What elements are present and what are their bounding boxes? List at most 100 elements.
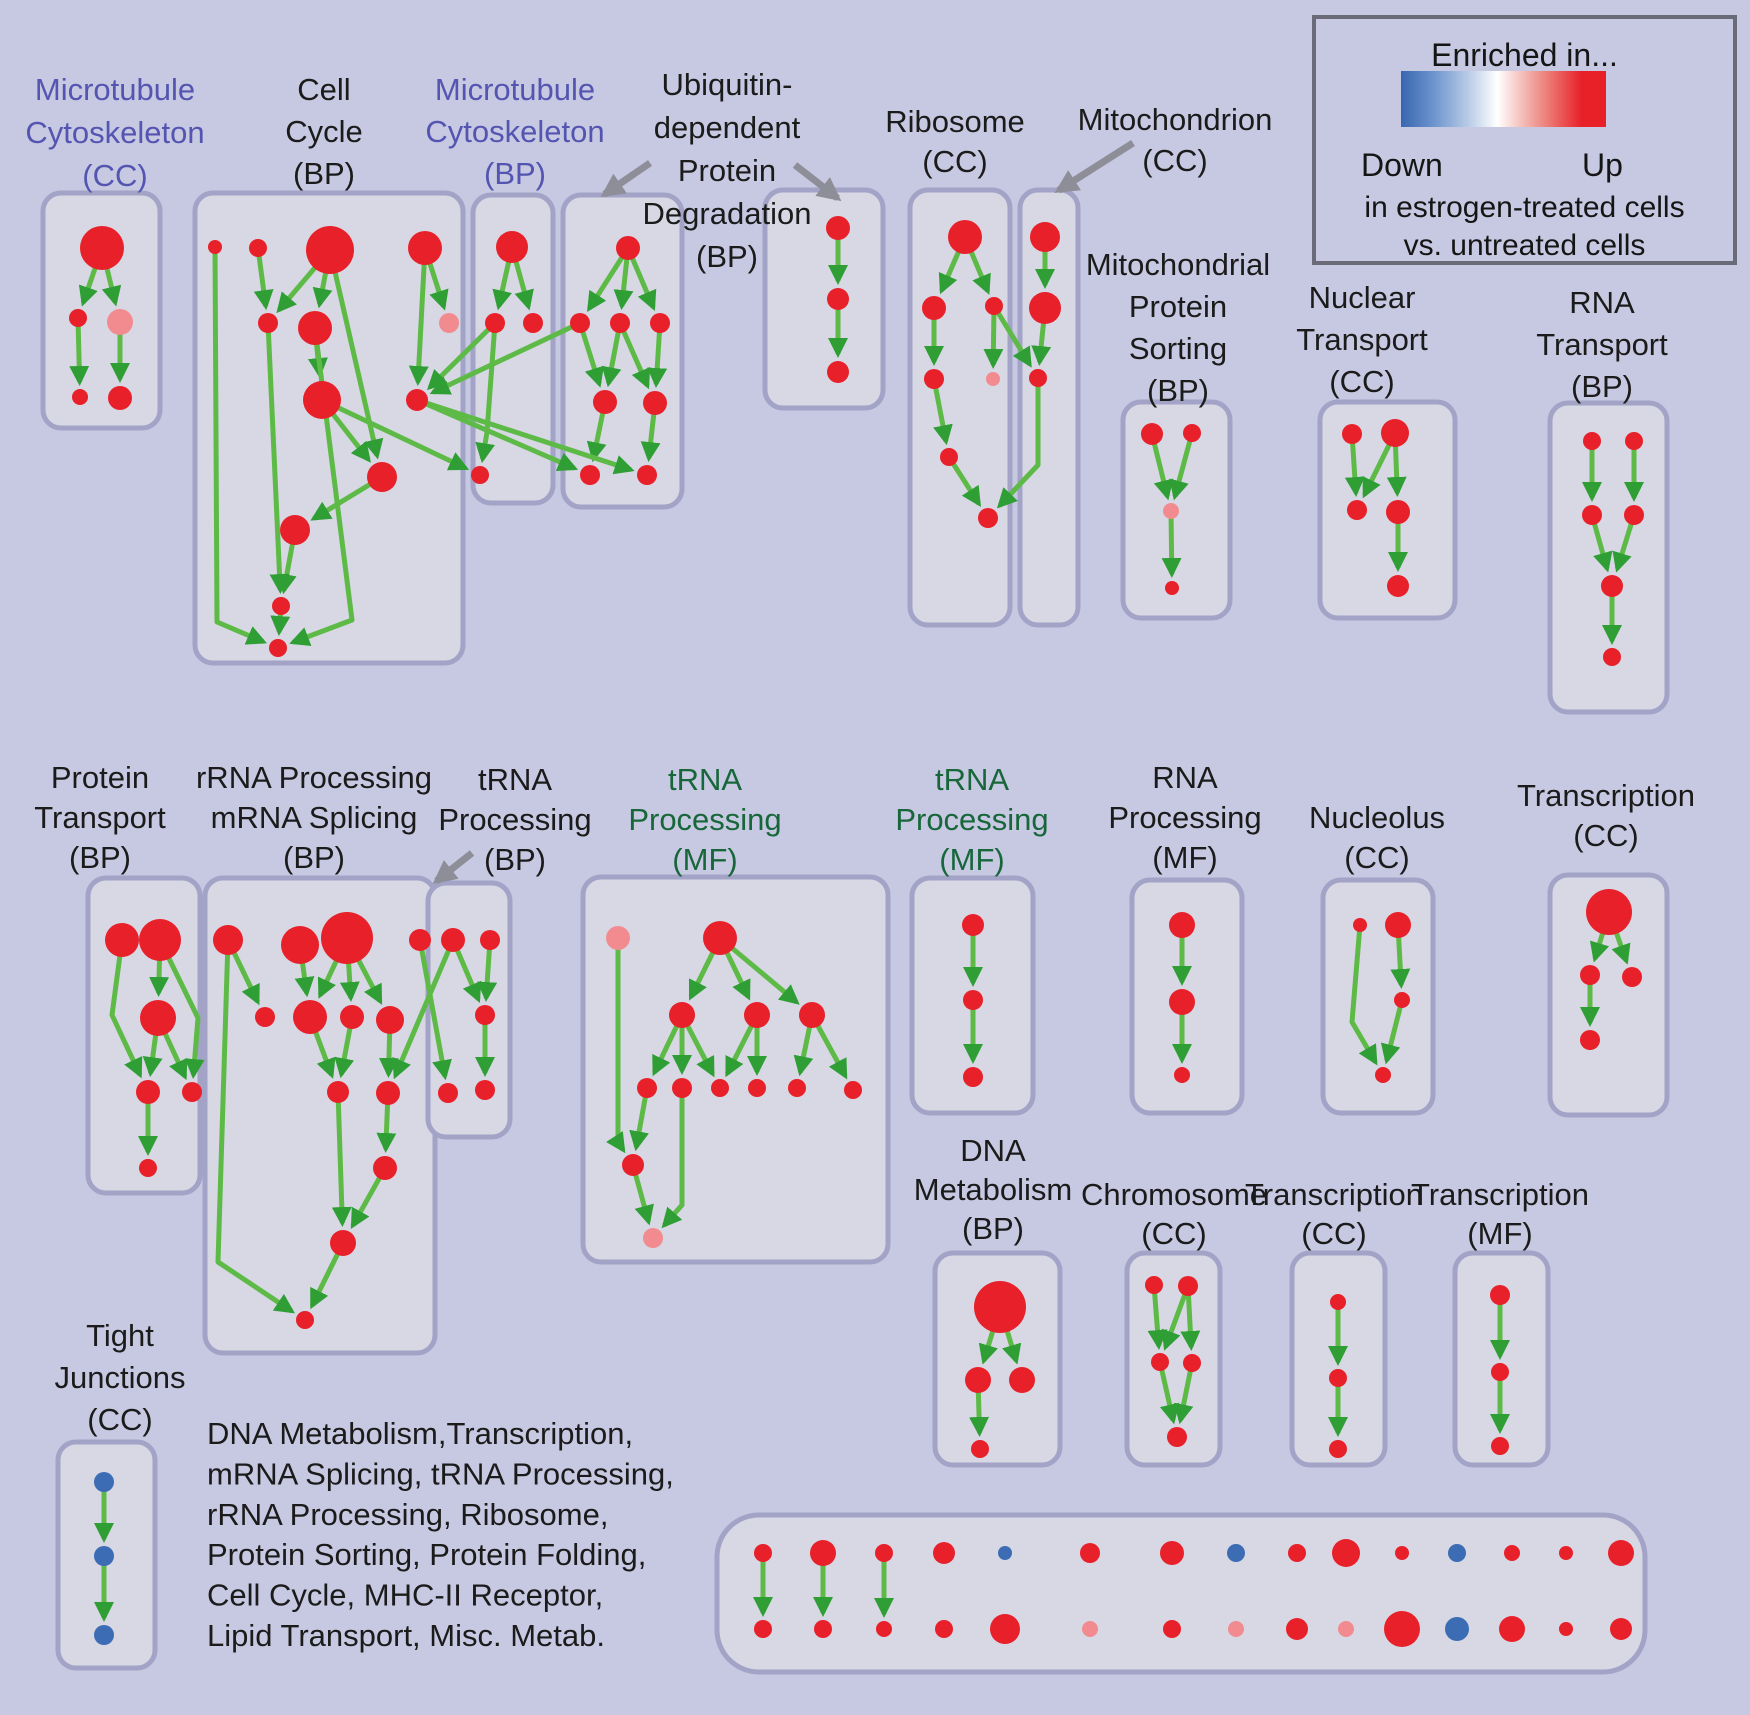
node — [1601, 575, 1623, 597]
node — [940, 448, 958, 466]
edge-arrow — [601, 322, 623, 388]
edge-arrow — [587, 246, 631, 313]
node — [985, 297, 1003, 315]
node — [1504, 1545, 1520, 1561]
node — [139, 1159, 157, 1177]
edge-arrow — [606, 938, 626, 1154]
node — [1227, 1544, 1245, 1562]
cluster-label-mitochondrion-cc: (CC) — [1142, 143, 1207, 178]
edge-arrow — [265, 322, 290, 595]
cluster-label-transcription-cc-bottom: Transcription — [1245, 1177, 1423, 1212]
edge-arrow — [109, 939, 143, 1079]
node — [788, 1079, 806, 1097]
node — [1288, 1544, 1306, 1562]
cluster-label-mito-protein-sorting: Sorting — [1129, 331, 1227, 366]
node — [643, 1228, 663, 1248]
node — [1183, 1354, 1201, 1372]
node — [107, 309, 133, 335]
node — [1622, 967, 1642, 987]
cluster-box-mitochondrion-cc — [1017, 187, 1081, 628]
node — [1183, 424, 1201, 442]
cluster-label-mitochondrion-cc: Mitochondrion — [1078, 102, 1273, 137]
node — [1610, 1618, 1632, 1640]
node — [72, 389, 88, 405]
node — [978, 508, 998, 528]
node — [140, 1000, 176, 1036]
node — [844, 1081, 862, 1099]
node — [922, 296, 946, 320]
cluster-label-microtubule-bp: Cytoskeleton — [425, 114, 604, 149]
node — [875, 1544, 893, 1562]
edge-arrow — [212, 246, 267, 645]
node — [108, 386, 132, 410]
node — [971, 1440, 989, 1458]
node — [962, 914, 984, 936]
edge-arrow — [1380, 999, 1405, 1065]
node — [754, 1544, 772, 1562]
annotation-arrow — [432, 850, 475, 885]
cluster-label-rrna-mrna: mRNA Splicing — [211, 800, 418, 835]
cluster-label-trna-bp: Processing — [438, 802, 591, 837]
cluster-label-microtubule-cc: Microtubule — [35, 72, 195, 107]
cluster-box-transcription-cc-mid — [1547, 872, 1670, 1118]
cluster-label-mito-protein-sorting: (BP) — [1147, 373, 1209, 408]
node — [826, 216, 850, 240]
node — [298, 311, 332, 345]
cluster-label-rna-processing-mf: (MF) — [1152, 840, 1217, 875]
node — [272, 597, 290, 615]
node — [1169, 912, 1195, 938]
node — [1329, 1440, 1347, 1458]
edge-arrow — [629, 1087, 650, 1152]
node — [94, 1472, 114, 1492]
edge-arrow — [215, 939, 296, 1314]
cluster-label-ubiquitin-bp-1: Ubiquitin- — [662, 67, 793, 102]
node — [974, 1281, 1026, 1333]
node — [1082, 1621, 1098, 1637]
node — [1165, 581, 1179, 595]
node — [1330, 1294, 1346, 1310]
cluster-label-nuclear-transport: (CC) — [1329, 364, 1394, 399]
legend-gradient-bar — [1401, 71, 1606, 127]
edge-arrow — [416, 397, 635, 475]
edge-arrow — [661, 1088, 685, 1229]
node — [1163, 1620, 1181, 1638]
node — [1387, 575, 1409, 597]
cluster-label-protein-transport: Transport — [34, 800, 166, 835]
node — [475, 1080, 495, 1100]
node — [94, 1625, 114, 1645]
node — [703, 921, 737, 955]
cluster-label-mito-protein-sorting: Protein — [1129, 289, 1227, 324]
cluster-label-trna-bp: tRNA — [478, 762, 552, 797]
node — [1178, 1276, 1198, 1296]
node — [935, 1620, 953, 1638]
legend-title: Enriched in... — [1431, 37, 1618, 73]
cluster-label-ubiquitin-bp-1: dependent — [654, 110, 801, 145]
node — [1580, 1030, 1600, 1050]
node — [1160, 1541, 1184, 1565]
node — [1445, 1617, 1469, 1641]
node — [293, 1000, 327, 1034]
node — [208, 240, 222, 254]
node — [1030, 222, 1060, 252]
edge-arrow — [417, 939, 452, 1081]
node — [1490, 1285, 1510, 1305]
node — [1394, 992, 1410, 1008]
node — [438, 1083, 458, 1103]
node — [990, 1614, 1020, 1644]
cluster-label-transcription-mf: (MF) — [1467, 1216, 1532, 1251]
cluster-label-protein-transport: Protein — [51, 760, 149, 795]
node — [1608, 1540, 1634, 1566]
node — [711, 1079, 729, 1097]
node — [1375, 1067, 1391, 1083]
node — [616, 236, 640, 260]
node — [281, 926, 319, 964]
edge-arrow — [253, 247, 274, 311]
node — [963, 990, 983, 1010]
node — [1332, 1539, 1360, 1567]
node — [1329, 1369, 1347, 1387]
node — [1080, 1543, 1100, 1563]
cluster-label-microtubule-bp: Microtubule — [435, 72, 595, 107]
nodes — [69, 216, 1644, 1647]
cluster-label-trna-mf-1: (MF) — [672, 842, 737, 877]
node — [80, 226, 124, 270]
